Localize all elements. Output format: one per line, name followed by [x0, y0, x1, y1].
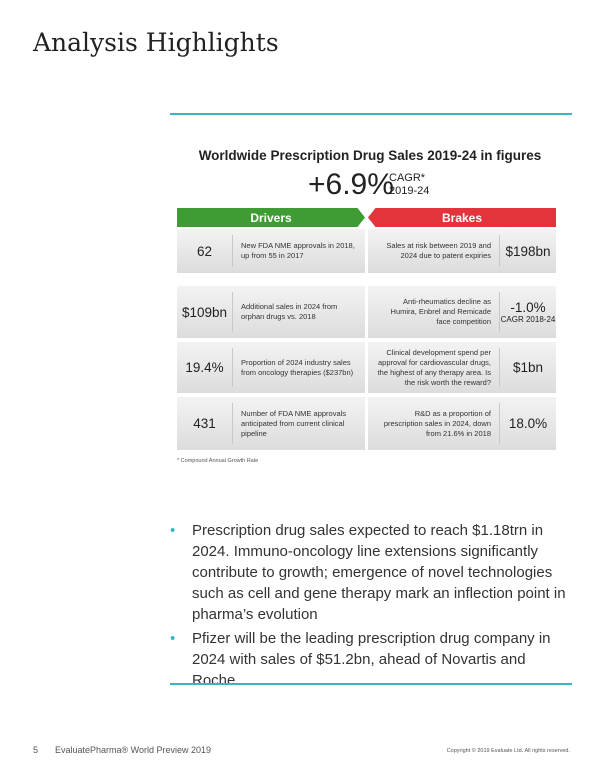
brake-value-block: 18.0%	[500, 416, 556, 431]
page-title: Analysis Highlights	[33, 28, 279, 57]
brake-value: $198bn	[505, 243, 551, 259]
brake-text: R&D as a proportion of prescription sale…	[383, 408, 491, 438]
driver-text: Number of FDA NME approvals anticipated …	[241, 408, 347, 438]
top-divider	[170, 113, 572, 115]
brake-value-block: $1bn	[500, 360, 556, 375]
brake-value: 18.0%	[508, 416, 548, 431]
driver-value: 431	[193, 416, 216, 431]
driver-row: 62 New FDA NME approvals in 2018, up fro…	[177, 229, 365, 273]
divider	[499, 292, 500, 332]
bullet-icon: •	[170, 630, 176, 647]
brake-value-sub: CAGR 2018-24	[500, 314, 556, 324]
brake-row: R&D as a proportion of prescription sale…	[368, 397, 556, 450]
brake-text: Clinical development spend per approval …	[377, 347, 491, 387]
driver-value: 62	[196, 243, 213, 259]
divider	[232, 403, 233, 444]
brake-value: -1.0%	[510, 299, 546, 315]
bullet-text: Prescription drug sales expected to reac…	[192, 522, 566, 623]
cagr-value: +6.9%	[308, 168, 394, 201]
cagr-label: CAGR* 2019-24	[389, 172, 429, 198]
bullet-item: • Pfizer will be the leading prescription…	[170, 628, 570, 691]
bullet-item: • Prescription drug sales expected to rea…	[170, 520, 570, 625]
drivers-header: Drivers	[177, 208, 365, 227]
brakes-header: Brakes	[368, 208, 556, 227]
brake-text: Sales at risk between 2019 and 2024 due …	[386, 241, 491, 260]
brake-row: Sales at risk between 2019 and 2024 due …	[368, 229, 556, 273]
brake-row: Clinical development spend per approval …	[368, 342, 556, 393]
footnote: * Compound Annual Growth Rate	[177, 458, 259, 464]
page-number: 5	[33, 745, 39, 755]
figure-title: Worldwide Prescription Drug Sales 2019-2…	[198, 148, 542, 163]
driver-value: $109bn	[181, 304, 228, 320]
bullet-text: Pfizer will be the leading prescription …	[192, 630, 551, 689]
bottom-divider	[170, 683, 572, 685]
driver-row: 19.4% Proportion of 2024 industry sales …	[177, 342, 365, 393]
divider	[499, 348, 500, 387]
divider	[232, 348, 233, 387]
driver-text: Additional sales in 2024 from orphan dru…	[241, 302, 338, 321]
divider	[232, 292, 233, 332]
copyright: Copyright © 2019 Evaluate Ltd. All right…	[446, 748, 570, 754]
cagr-period: 2019-24	[389, 185, 430, 197]
divider	[232, 235, 233, 267]
driver-value: 19.4%	[185, 360, 224, 375]
brake-row: Anti-rheumatics decline as Humira, Enbre…	[368, 286, 556, 338]
divider	[499, 403, 500, 444]
brake-text: Anti-rheumatics decline as Humira, Enbre…	[390, 297, 491, 326]
brake-value-block: -1.0% CAGR 2018-24	[500, 300, 556, 325]
divider	[499, 235, 500, 267]
driver-row: 431 Number of FDA NME approvals anticipa…	[177, 397, 365, 450]
brake-value-block: $198bn	[500, 244, 556, 259]
cagr-label-text: CAGR*	[389, 172, 426, 184]
driver-text: New FDA NME approvals in 2018, up from 5…	[241, 241, 355, 260]
driver-text: Proportion of 2024 industry sales from o…	[241, 357, 354, 377]
driver-row: $109bn Additional sales in 2024 from orp…	[177, 286, 365, 338]
brake-value: $1bn	[512, 360, 544, 375]
bullet-icon: •	[170, 522, 176, 539]
publication-name: EvaluatePharma® World Preview 2019	[55, 745, 212, 755]
